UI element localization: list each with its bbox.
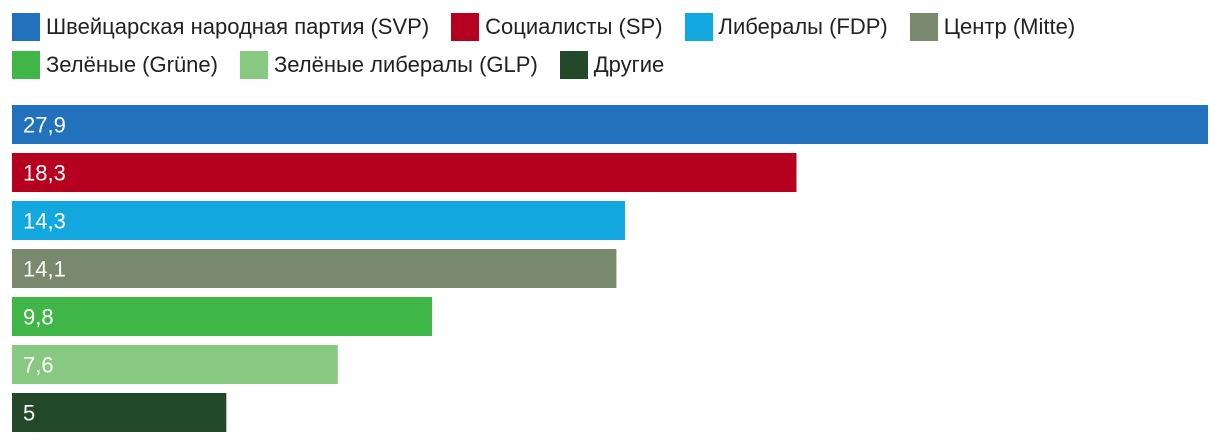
bar (12, 393, 227, 432)
bar (12, 345, 338, 384)
legend-label: Зелёные (Grüne) (46, 52, 218, 77)
bar (12, 249, 617, 288)
bar-value-label: 14,1 (23, 257, 66, 282)
bar-value-label: 18,3 (23, 161, 66, 186)
legend-label: Зелёные либералы (GLP) (273, 52, 538, 77)
bar-value-label: 14,3 (23, 209, 66, 234)
legend-swatch (909, 13, 938, 41)
legend-item: Швейцарская народная партия (SVP) (12, 12, 429, 42)
legend-item: Социалисты (SP) (451, 12, 663, 42)
chart-legend: Швейцарская народная партия (SVP) Социали… (12, 12, 1212, 80)
bar (12, 105, 1208, 144)
bar (12, 297, 433, 336)
legend-swatch (684, 13, 713, 41)
bar-value-label: 9,8 (23, 305, 54, 330)
legend-label: Либералы (FDP) (718, 14, 888, 39)
legend-label: Центр (Mitte) (943, 14, 1076, 39)
legend-swatch (12, 51, 40, 79)
legend-swatch (239, 51, 268, 79)
legend-label: Социалисты (SP) (485, 14, 663, 39)
bar (12, 201, 626, 240)
legend-item: Другие (559, 50, 665, 80)
legend-label: Швейцарская народная партия (SVP) (46, 14, 430, 39)
legend-label: Другие (593, 52, 665, 77)
bar-value-label: 7,6 (23, 353, 54, 378)
legend-item: Центр (Mitte) (909, 12, 1076, 42)
bar-value-label: 27,9 (23, 113, 66, 138)
legend-swatch (451, 13, 480, 41)
legend-item: Зелёные либералы (GLP) (239, 50, 538, 80)
legend-item: Зелёные (Grüne) (12, 50, 218, 80)
bar-value-label: 5 (23, 401, 35, 426)
legend-swatch (559, 51, 588, 79)
legend-item: Либералы (FDP) (684, 12, 888, 42)
bar (12, 153, 797, 192)
legend-swatch (12, 13, 40, 41)
